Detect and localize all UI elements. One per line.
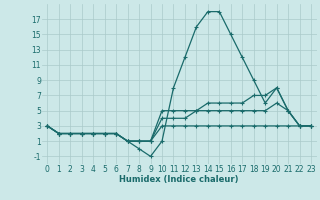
X-axis label: Humidex (Indice chaleur): Humidex (Indice chaleur)	[119, 175, 239, 184]
